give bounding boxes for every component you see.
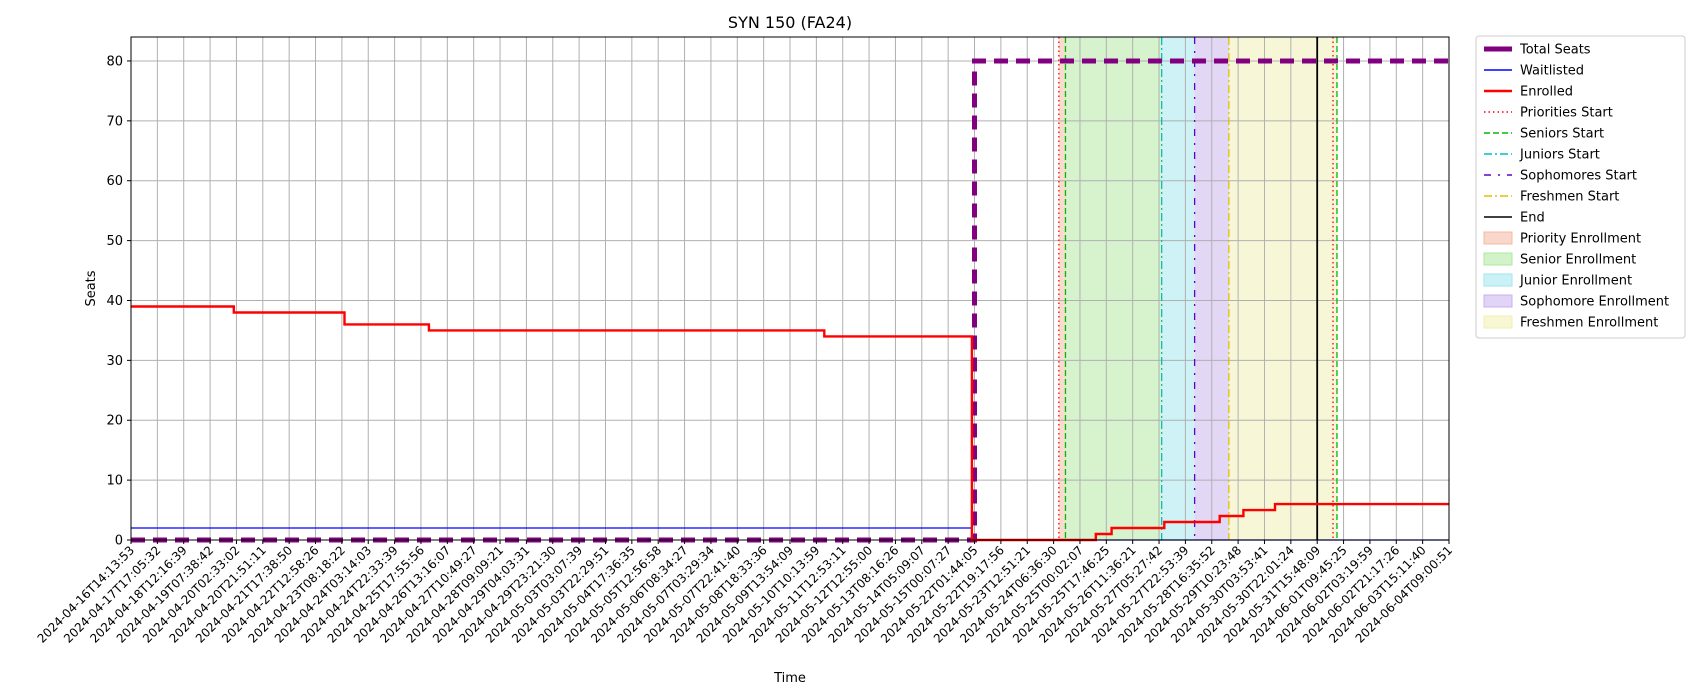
legend-label-end: End	[1520, 211, 1545, 226]
y-tick-label: 0	[115, 534, 123, 549]
legend-label-freshmen-enrollment: Freshmen Enrollment	[1520, 316, 1658, 331]
legend-swatch-senior-enrollment	[1483, 252, 1513, 266]
span-junior-enrollment	[1161, 37, 1195, 540]
phase-lines	[1058, 37, 1338, 540]
y-axis-ticks: 0 10 20 30 40 50 60 70 80	[106, 54, 131, 549]
span-freshmen-enrollment	[1228, 37, 1337, 540]
legend-label-sophomores-start: Sophomores Start	[1520, 169, 1637, 184]
x-axis-ticks: 2024-04-16T14:13:532024-04-17T17:05:3220…	[35, 540, 1455, 646]
x-axis-label: Time	[773, 671, 806, 686]
y-tick-label: 70	[106, 114, 123, 129]
enrollment-spans	[1058, 37, 1337, 540]
y-tick-label: 60	[106, 174, 123, 189]
legend-swatch-sophomore-enrollment	[1483, 294, 1513, 308]
legend-label-freshmen-start: Freshmen Start	[1520, 190, 1619, 205]
legend-label-waitlisted: Waitlisted	[1520, 64, 1584, 79]
span-priority-enrollment	[1058, 37, 1066, 540]
y-tick-label: 30	[106, 354, 123, 369]
legend-swatch-priority-enrollment	[1483, 231, 1513, 245]
legend-swatch-junior-enrollment	[1483, 273, 1513, 287]
y-tick-label: 40	[106, 294, 123, 309]
legend-label-senior-enrollment: Senior Enrollment	[1520, 253, 1636, 268]
legend-swatch-freshmen-enrollment	[1483, 315, 1513, 329]
y-tick-label: 50	[106, 234, 123, 249]
legend-label-priorities-start: Priorities Start	[1520, 106, 1613, 121]
legend-label-priority-enrollment: Priority Enrollment	[1520, 232, 1641, 247]
series-enrolled	[131, 305, 1449, 542]
legend: Total Seats Waitlisted Enrolled Priorities …	[1475, 35, 1686, 339]
y-tick-label: 80	[106, 54, 123, 69]
y-tick-label: 20	[106, 414, 123, 429]
legend-label-juniors-start: Juniors Start	[1519, 148, 1600, 163]
legend-label-junior-enrollment: Junior Enrollment	[1519, 274, 1632, 289]
legend-label-sophomore-enrollment: Sophomore Enrollment	[1520, 295, 1669, 310]
y-tick-label: 10	[106, 474, 123, 489]
chart-title: SYN 150 (FA24)	[728, 13, 852, 32]
legend-label-seniors-start: Seniors Start	[1520, 127, 1604, 142]
legend-box	[1475, 35, 1686, 339]
legend-label-total-seats: Total Seats	[1519, 43, 1591, 58]
legend-label-enrolled: Enrolled	[1520, 85, 1573, 100]
y-axis-label: Seats	[84, 270, 99, 306]
